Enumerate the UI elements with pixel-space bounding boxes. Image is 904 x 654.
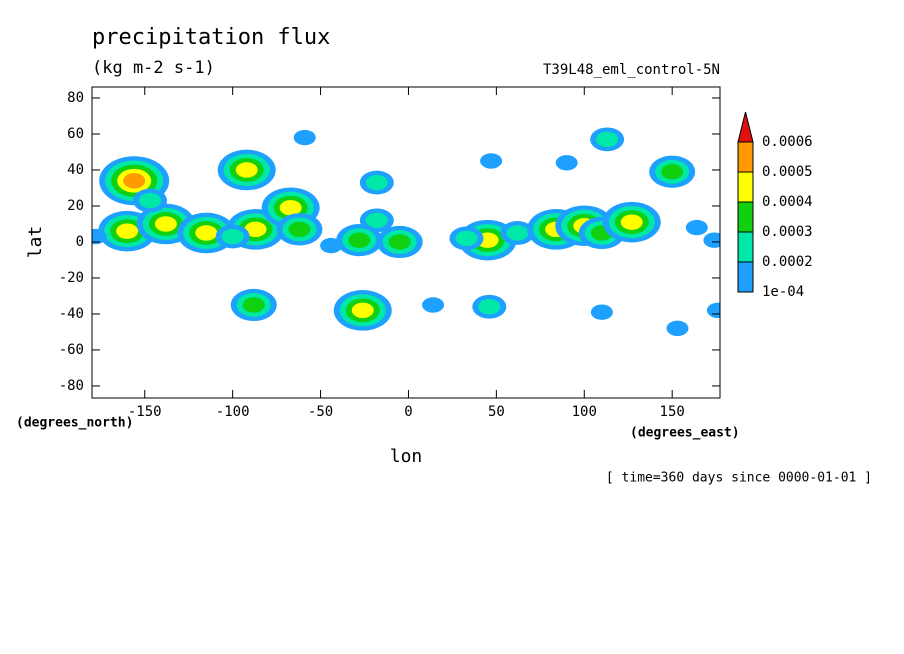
x-tick-label: 0 xyxy=(404,404,412,420)
colorbar-label: 0.0003 xyxy=(762,224,813,240)
contour-cell xyxy=(365,174,388,191)
y-tick-label: 20 xyxy=(67,198,84,214)
contour-cell xyxy=(422,297,445,313)
colorbar-segment xyxy=(737,141,754,173)
x-tick-label: 100 xyxy=(572,404,597,420)
colorbar-label: 0.0006 xyxy=(762,134,813,150)
contour-cell xyxy=(590,304,613,320)
colorbar-segment xyxy=(737,231,754,263)
y-tick-label: -60 xyxy=(59,342,84,358)
y-tick-label: 80 xyxy=(67,90,84,106)
contour-cell xyxy=(242,297,265,313)
contour-cell xyxy=(620,214,643,230)
contour-cell xyxy=(596,131,619,148)
colorbar-label: 0.0002 xyxy=(762,254,813,270)
colorbar-segment xyxy=(737,261,754,293)
contour-cell xyxy=(288,221,311,238)
x-tick-label: -50 xyxy=(308,404,333,420)
x-axis-label: lon xyxy=(390,446,423,467)
contour-cell xyxy=(703,232,720,248)
colorbar-label: 1e-04 xyxy=(762,284,804,300)
y-tick-label: 60 xyxy=(67,126,84,142)
contour-cell xyxy=(221,228,244,245)
contour-cell xyxy=(365,212,388,229)
contour-cell xyxy=(320,237,343,254)
contour-cell xyxy=(293,129,316,146)
contour-cell xyxy=(455,230,478,247)
y-units: (degrees_north) xyxy=(16,416,133,431)
x-units: (degrees_east) xyxy=(630,426,740,441)
dataset-label: T39L48_eml_control-5N xyxy=(543,62,720,78)
contour-cell xyxy=(154,216,177,232)
chart-subtitle: (kg m-2 s-1) xyxy=(92,58,215,78)
y-tick-label: 40 xyxy=(67,162,84,178)
contour-cell xyxy=(661,164,684,180)
chart-title: precipitation flux xyxy=(92,25,330,50)
y-tick-label: -80 xyxy=(59,378,84,394)
x-tick-label: 50 xyxy=(488,404,505,420)
contour-cell xyxy=(480,153,503,169)
y-tick-label: 0 xyxy=(76,234,84,250)
contour-cell xyxy=(116,223,139,239)
x-tick-label: -150 xyxy=(128,404,162,420)
contour-cell xyxy=(139,192,162,209)
contour-cell xyxy=(244,221,267,238)
contour-cell xyxy=(348,232,371,248)
contour-cell xyxy=(388,234,411,250)
y-axis-label: lat xyxy=(25,226,46,259)
colorbar-label: 0.0004 xyxy=(762,194,813,210)
contour-cell xyxy=(706,302,720,319)
colorbar-segment xyxy=(737,111,754,143)
colorbar-segment xyxy=(737,171,754,203)
contour-cell xyxy=(92,228,107,245)
plot-area xyxy=(92,127,720,337)
x-tick-label: -100 xyxy=(216,404,250,420)
y-tick-label: -40 xyxy=(59,306,84,322)
contour-cell xyxy=(279,200,302,216)
contour-cell xyxy=(478,299,501,315)
colorbar-label: 0.0005 xyxy=(762,164,813,180)
contour-cell xyxy=(685,219,708,236)
contour-cell xyxy=(666,320,689,337)
contour-cell xyxy=(123,173,146,189)
footnote: [ time=360 days since 0000-01-01 ] xyxy=(606,471,872,486)
contour-cell xyxy=(235,162,258,178)
y-tick-label: -20 xyxy=(59,270,84,286)
plot-frame xyxy=(91,86,721,399)
colorbar-segment xyxy=(737,201,754,233)
contour-cell xyxy=(195,225,218,241)
contour-cell xyxy=(351,302,374,319)
contour-cell xyxy=(555,155,578,171)
x-tick-label: 150 xyxy=(660,404,685,420)
contour-cell xyxy=(506,225,529,241)
